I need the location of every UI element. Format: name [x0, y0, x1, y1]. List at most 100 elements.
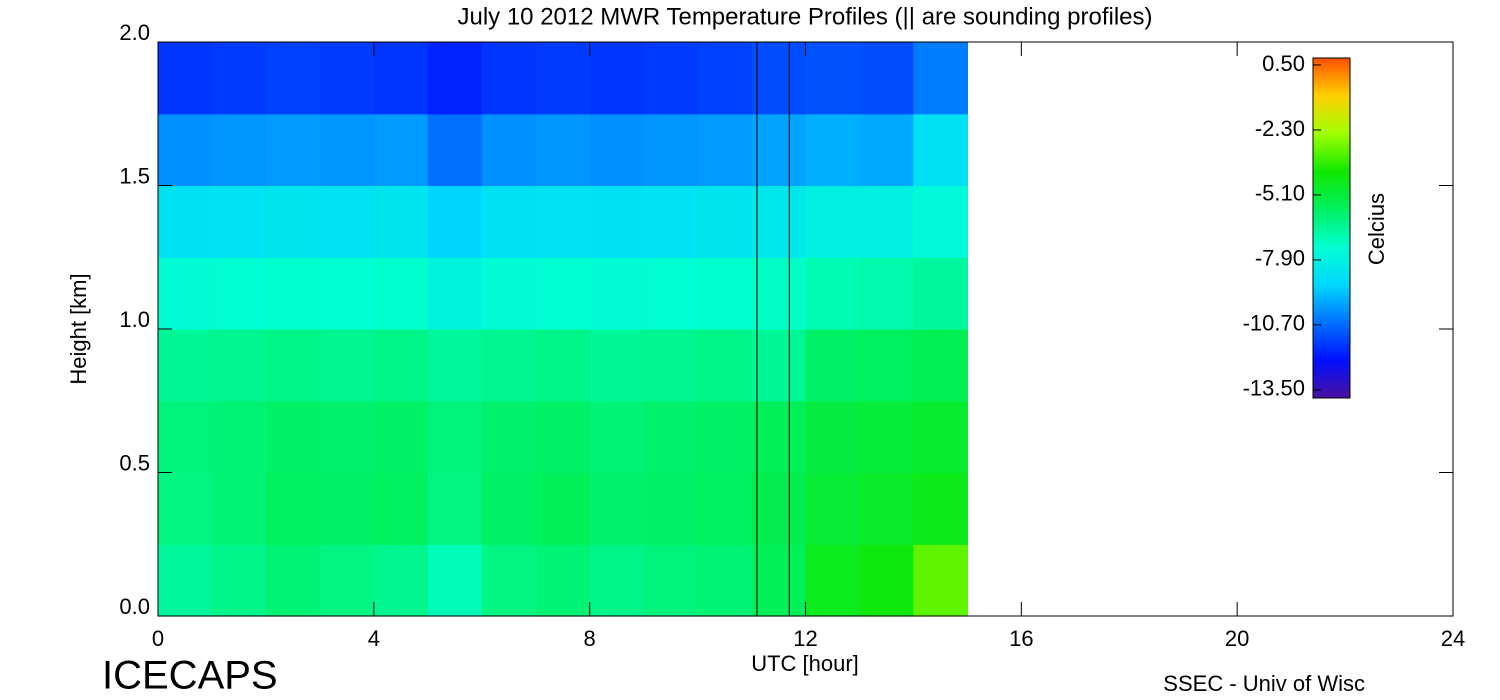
heat-cell — [589, 113, 645, 187]
heat-cell — [913, 544, 968, 617]
footer-left: ICECAPS — [102, 654, 278, 698]
heat-cell — [643, 42, 699, 115]
heat-cell — [589, 42, 645, 115]
heat-cell — [535, 113, 591, 187]
heat-cell — [158, 472, 213, 545]
x-tick-label: 0 — [152, 626, 164, 651]
heat-cell — [158, 400, 213, 474]
chart-title: July 10 2012 MWR Temperature Profiles (|… — [457, 3, 1152, 30]
y-tick-label: 0.5 — [119, 450, 150, 475]
heat-cell — [211, 472, 267, 545]
heat-cell — [319, 472, 375, 545]
heat-cell — [751, 472, 807, 545]
heat-cell — [373, 42, 429, 115]
heat-cell — [319, 185, 375, 258]
heat-cell — [427, 472, 483, 545]
heat-cell — [158, 113, 213, 187]
heat-cell — [805, 400, 861, 474]
heat-cell — [427, 42, 483, 115]
heat-cell — [805, 257, 861, 330]
heat-cell — [373, 472, 429, 545]
heat-cell — [535, 472, 591, 545]
x-tick-label: 4 — [368, 626, 380, 651]
heat-cell — [697, 185, 753, 258]
heat-cell — [535, 42, 591, 115]
heat-cell — [427, 544, 483, 617]
heat-cell — [913, 42, 968, 115]
heat-cell — [211, 400, 267, 474]
heat-cell — [481, 544, 537, 617]
heat-cell — [859, 400, 915, 474]
heat-cell — [643, 185, 699, 258]
heat-cell — [913, 113, 968, 187]
heat-cell — [697, 544, 753, 617]
heat-cell — [913, 329, 968, 402]
heat-cell — [481, 42, 537, 115]
heat-cell — [211, 113, 267, 187]
heat-cell — [158, 329, 213, 402]
heat-cell — [211, 257, 267, 330]
heat-cell — [751, 185, 807, 258]
heat-cell — [859, 42, 915, 115]
heat-cell — [805, 113, 861, 187]
heat-cell — [751, 42, 807, 115]
heat-cell — [805, 472, 861, 545]
y-tick-label: 1.0 — [119, 307, 150, 332]
heat-cell — [158, 257, 213, 330]
heat-cell — [805, 544, 861, 617]
heat-cell — [589, 472, 645, 545]
heat-cell — [319, 400, 375, 474]
heat-cell — [427, 185, 483, 258]
heat-cell — [319, 42, 375, 115]
heatmap — [158, 42, 968, 617]
heat-cell — [427, 400, 483, 474]
heat-cell — [805, 42, 861, 115]
x-tick-label: 12 — [793, 626, 817, 651]
heat-cell — [373, 113, 429, 187]
colorbar — [1312, 57, 1351, 399]
colorbar-tick-label: -5.10 — [1255, 181, 1305, 206]
heat-cell — [265, 472, 321, 545]
y-axis-label: Height [km] — [66, 273, 91, 384]
heat-cell — [805, 329, 861, 402]
heat-cell — [859, 257, 915, 330]
heat-cell — [535, 544, 591, 617]
heat-cell — [319, 257, 375, 330]
x-axis-label: UTC [hour] — [751, 651, 859, 676]
heat-cell — [697, 257, 753, 330]
heat-cell — [859, 544, 915, 617]
heat-cell — [697, 400, 753, 474]
heat-cell — [319, 329, 375, 402]
heat-cell — [859, 472, 915, 545]
heat-cell — [481, 185, 537, 258]
heat-cell — [589, 400, 645, 474]
heat-cell — [913, 472, 968, 545]
heat-cell — [913, 257, 968, 330]
heat-cell — [265, 329, 321, 402]
heat-cell — [211, 42, 267, 115]
heat-cell — [535, 257, 591, 330]
x-tick-label: 20 — [1225, 626, 1249, 651]
heat-cell — [643, 113, 699, 187]
heat-cell — [643, 329, 699, 402]
heat-cell — [697, 42, 753, 115]
heat-cell — [427, 257, 483, 330]
heat-cell — [319, 113, 375, 187]
x-tick-label: 24 — [1441, 626, 1465, 651]
heat-cell — [535, 400, 591, 474]
y-tick-label: 1.5 — [119, 163, 150, 188]
heat-cell — [481, 329, 537, 402]
colorbar-tick-label: -2.30 — [1255, 116, 1305, 141]
heat-cell — [211, 329, 267, 402]
heat-cell — [373, 185, 429, 258]
x-tick-label: 16 — [1009, 626, 1033, 651]
heat-cell — [913, 185, 968, 258]
heat-cell — [481, 257, 537, 330]
heat-cell — [265, 113, 321, 187]
heat-cell — [211, 544, 267, 617]
y-tick-label: 0.0 — [119, 594, 150, 619]
heat-cell — [643, 400, 699, 474]
colorbar-tick-label: -13.50 — [1243, 376, 1305, 401]
